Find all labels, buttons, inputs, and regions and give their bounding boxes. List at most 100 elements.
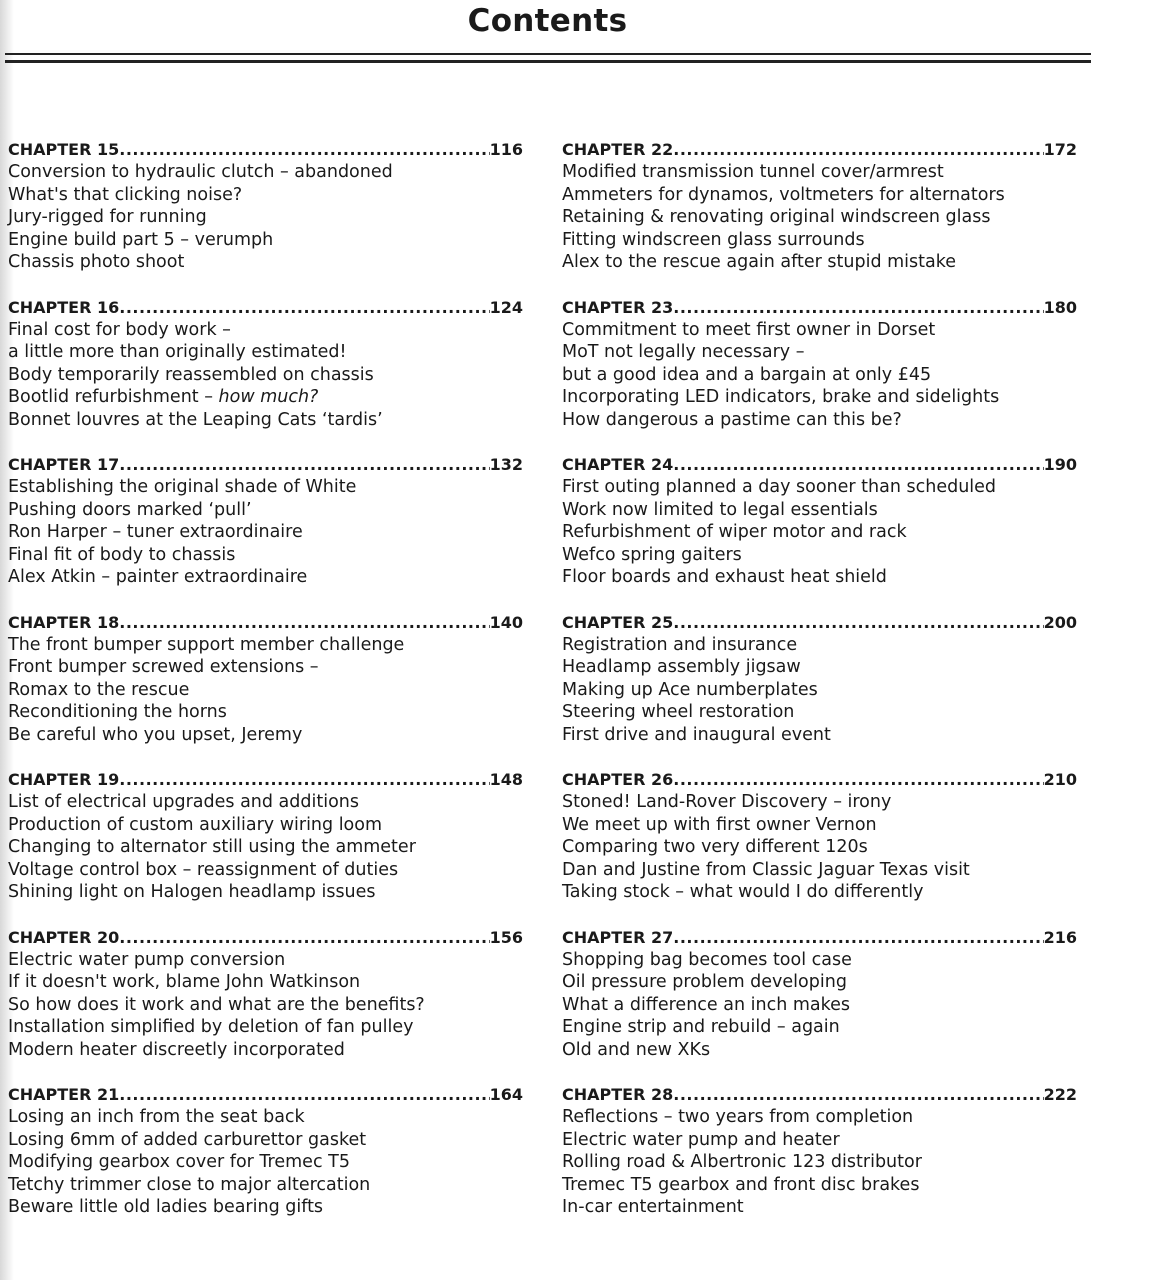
- section-text: Losing 6mm of added carburettor gasket: [8, 1129, 367, 1150]
- section-title: Rolling road & Albertronic 123 distribut…: [562, 1151, 1077, 1174]
- chapter-heading: CHAPTER 18 140: [8, 612, 523, 634]
- chapter-heading: CHAPTER 28 222: [562, 1084, 1077, 1106]
- section-text: Be careful who you upset, Jeremy: [8, 724, 303, 745]
- contents-column-left: CHAPTER 15 116 Conversion to hydraulic clu…: [8, 139, 523, 1242]
- chapter-heading: CHAPTER 21 164: [8, 1084, 523, 1106]
- chapter-heading: CHAPTER 23 180: [562, 297, 1077, 319]
- section-title: Incorporating LED indicators, brake and …: [562, 386, 1077, 409]
- contents-column-right: CHAPTER 22 172 Modified transmission tunne…: [562, 139, 1077, 1242]
- section-text: If it doesn't work, blame John Watkinson: [8, 972, 361, 993]
- section-text: Registration and insurance: [562, 634, 798, 655]
- section-title: How dangerous a pastime can this be?: [562, 409, 1077, 432]
- section-title: Electric water pump conversion: [8, 949, 523, 972]
- section-text-emphasis: how much?: [218, 387, 319, 408]
- section-text: Oil pressure problem developing: [562, 972, 847, 993]
- chapter-heading: CHAPTER 25 200: [562, 612, 1077, 634]
- dot-leader: [119, 612, 489, 634]
- section-text: Establishing the original shade of White: [8, 477, 357, 497]
- chapter-number: CHAPTER 24: [562, 455, 674, 474]
- section-text: Incorporating LED indicators, brake and …: [562, 387, 1000, 408]
- section-text: Romax to the rescue: [8, 679, 190, 700]
- section-title: Engine build part 5 – verumph: [8, 229, 523, 252]
- chapter-heading: CHAPTER 16 124: [8, 297, 523, 319]
- chapter-heading: CHAPTER 24 190: [562, 454, 1077, 476]
- dot-leader: [673, 769, 1043, 791]
- section-title: The front bumper support member challeng…: [8, 634, 523, 657]
- section-text: Floor boards and exhaust heat shield: [562, 567, 887, 588]
- chapter-entry: CHAPTER 28 222 Reflections – two years fro…: [562, 1084, 1077, 1242]
- chapter-number: CHAPTER 17: [8, 455, 120, 474]
- dot-leader: [673, 927, 1043, 949]
- section-text: Engine build part 5 – verumph: [8, 229, 274, 250]
- section-title: Alex Atkin – painter extraordinaire: [8, 566, 523, 589]
- chapter-entry: CHAPTER 24 190 First outing planned a day …: [562, 454, 1077, 612]
- section-title: What's that clicking noise?: [8, 184, 523, 207]
- section-title: Losing 6mm of added carburettor gasket: [8, 1129, 523, 1152]
- section-text: Ammeters for dynamos, voltmeters for alt…: [562, 184, 1005, 205]
- section-title: Voltage control box – reassignment of du…: [8, 859, 523, 882]
- section-text: The front bumper support member challeng…: [8, 634, 405, 655]
- section-title: Final fit of body to chassis: [8, 544, 523, 567]
- section-text: Commitment to meet first owner in Dorset: [562, 319, 936, 340]
- section-title: Production of custom auxiliary wiring lo…: [8, 814, 523, 837]
- chapter-heading: CHAPTER 26 210: [562, 769, 1077, 791]
- section-text: Shopping bag becomes tool case: [562, 949, 852, 970]
- section-title: Chassis photo shoot: [8, 251, 523, 274]
- page-number: 200: [1043, 612, 1077, 632]
- section-text: Jury-rigged for running: [8, 207, 207, 228]
- chapter-entry: CHAPTER 23 180 Commitment to meet first ow…: [562, 297, 1077, 455]
- section-title: Modern heater discreetly incorporated: [8, 1039, 523, 1062]
- section-title: Making up Ace numberplates: [562, 679, 1077, 702]
- section-title: Stoned! Land-Rover Discovery – irony: [562, 791, 1077, 814]
- section-title: Ammeters for dynamos, voltmeters for alt…: [562, 184, 1077, 207]
- chapter-entry: CHAPTER 15 116 Conversion to hydraulic clu…: [8, 139, 523, 297]
- section-text: Work now limited to legal essentials: [562, 499, 878, 520]
- chapter-heading: CHAPTER 27 216: [562, 927, 1077, 949]
- section-text: Bootlid refurbishment –: [8, 387, 219, 408]
- chapter-entry: CHAPTER 18 140 The front bumper support me…: [8, 612, 523, 770]
- page-number: 124: [489, 297, 523, 317]
- section-title: Refurbishment of wiper motor and rack: [562, 521, 1077, 544]
- dot-leader: [119, 454, 489, 476]
- section-title: Pushing doors marked ‘pull’: [8, 499, 523, 522]
- section-text: Voltage control box – reassignment of du…: [8, 859, 399, 880]
- chapter-entry: CHAPTER 21 164 Losing an inch from the sea…: [8, 1084, 523, 1242]
- dot-leader: [673, 297, 1043, 319]
- chapter-entry: CHAPTER 16 124 Final cost for body work –a…: [8, 297, 523, 455]
- page-title: Contents: [467, 3, 628, 39]
- section-text: Body temporarily reassembled on chassis: [8, 364, 374, 385]
- section-text: Electric water pump conversion: [8, 949, 286, 970]
- chapter-number: CHAPTER 21: [8, 1085, 120, 1104]
- chapter-number: CHAPTER 25: [562, 612, 674, 632]
- section-title: Steering wheel restoration: [562, 701, 1077, 724]
- section-title: Front bumper screwed extensions –: [8, 656, 523, 679]
- section-title: Conversion to hydraulic clutch – abandon…: [8, 161, 523, 184]
- section-title: Losing an inch from the seat back: [8, 1106, 523, 1129]
- page-number: 172: [1043, 140, 1077, 159]
- section-text: First drive and inaugural event: [562, 724, 831, 745]
- section-title: MoT not legally necessary –: [562, 341, 1077, 364]
- section-title: Be careful who you upset, Jeremy: [8, 724, 523, 747]
- dot-leader: [673, 454, 1043, 476]
- section-title: Dan and Justine from Classic Jaguar Texa…: [562, 859, 1077, 882]
- section-text: Production of custom auxiliary wiring lo…: [8, 814, 383, 835]
- chapter-entry: CHAPTER 25 200 Registration and insuranceH…: [562, 612, 1077, 770]
- chapter-heading: CHAPTER 19 148: [8, 769, 523, 791]
- section-title: Bootlid refurbishment – how much?: [8, 386, 523, 409]
- dot-leader: [119, 769, 489, 791]
- section-text: Comparing two very different 120s: [562, 837, 868, 858]
- section-title: Reflections – two years from completion: [562, 1106, 1077, 1129]
- chapter-number: CHAPTER 26: [562, 770, 674, 789]
- section-text: Conversion to hydraulic clutch – abandon…: [8, 162, 393, 182]
- section-title: List of electrical upgrades and addition…: [8, 791, 523, 814]
- section-title: Changing to alternator still using the a…: [8, 836, 523, 859]
- section-title: Alex to the rescue again after stupid mi…: [562, 251, 1077, 274]
- page-number: 180: [1043, 297, 1077, 317]
- section-title: Beware little old ladies bearing gifts: [8, 1196, 523, 1219]
- section-title: Installation simplified by deletion of f…: [8, 1016, 523, 1039]
- chapter-number: CHAPTER 15: [8, 140, 120, 159]
- section-text: Tetchy trimmer close to major altercatio…: [8, 1174, 371, 1195]
- section-text: Bonnet louvres at the Leaping Cats ‘tard…: [8, 409, 383, 430]
- section-text: Making up Ace numberplates: [562, 679, 818, 700]
- chapter-heading: CHAPTER 20 156: [8, 927, 523, 949]
